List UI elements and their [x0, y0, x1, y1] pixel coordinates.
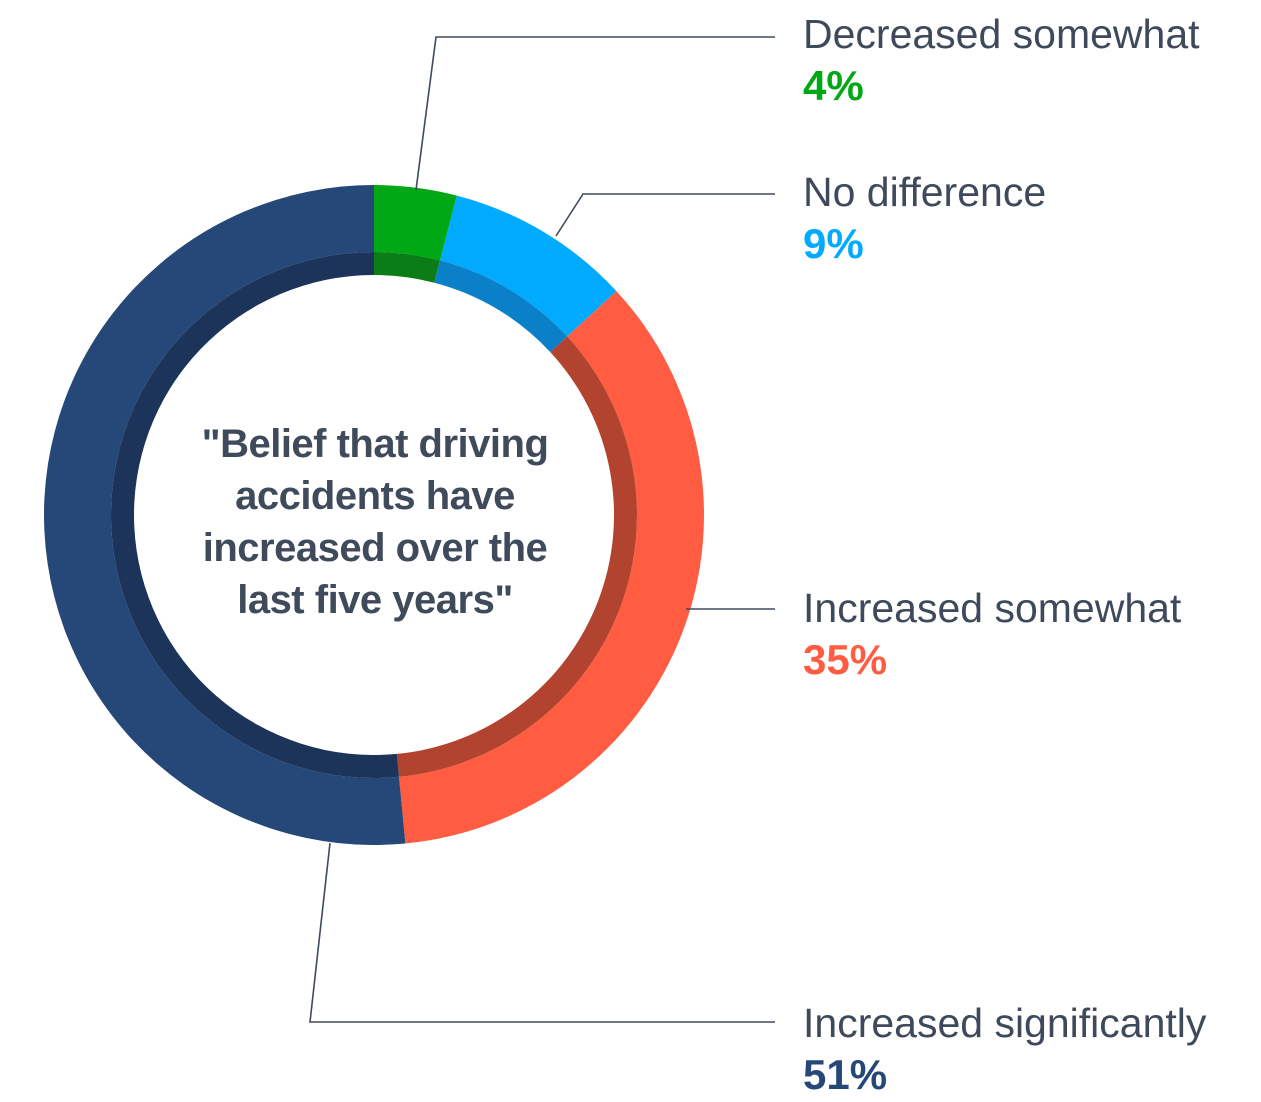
slice-label-name: Increased somewhat	[803, 585, 1182, 631]
slice-increased-somewhat-inner-band	[396, 336, 638, 777]
slice-label-no-difference: No difference 9%	[803, 167, 1046, 271]
slice-label-increased-somewhat: Increased somewhat 35%	[803, 583, 1181, 687]
slice-label-name: Increased significantly	[803, 1000, 1207, 1046]
slice-no-difference-inner-band	[434, 260, 568, 353]
center-title-line: "Belief that driving	[201, 422, 549, 466]
slice-label-value: 35%	[803, 636, 888, 683]
center-title-line: increased over the	[202, 526, 548, 570]
center-title-line: last five years"	[237, 578, 513, 622]
leader-line-increased-significantly	[309, 842, 775, 1023]
slice-label-value: 51%	[803, 1051, 888, 1098]
leader-lines	[309, 36, 775, 1023]
slice-decreased-somewhat-inner-band	[374, 252, 441, 283]
slice-label-name: No difference	[803, 169, 1047, 215]
slice-label-value: 9%	[803, 220, 864, 267]
slice-increased-somewhat	[398, 291, 705, 844]
center-title: "Belief that driving accidents have incr…	[170, 418, 580, 626]
center-title-line: accidents have	[235, 474, 515, 518]
slice-no-difference	[440, 195, 617, 337]
donut-slices	[44, 185, 705, 845]
leader-line-no-difference	[555, 193, 775, 237]
slice-increased-significantly	[44, 185, 406, 845]
slice-label-value: 4%	[803, 62, 864, 109]
slice-label-increased-significantly: Increased significantly 51%	[803, 998, 1206, 1102]
slice-label-name: Decreased somewhat	[803, 11, 1200, 57]
leader-line-decreased-somewhat	[415, 36, 775, 191]
slice-label-decreased-somewhat: Decreased somewhat 4%	[803, 9, 1200, 113]
slice-decreased-somewhat	[374, 185, 457, 261]
